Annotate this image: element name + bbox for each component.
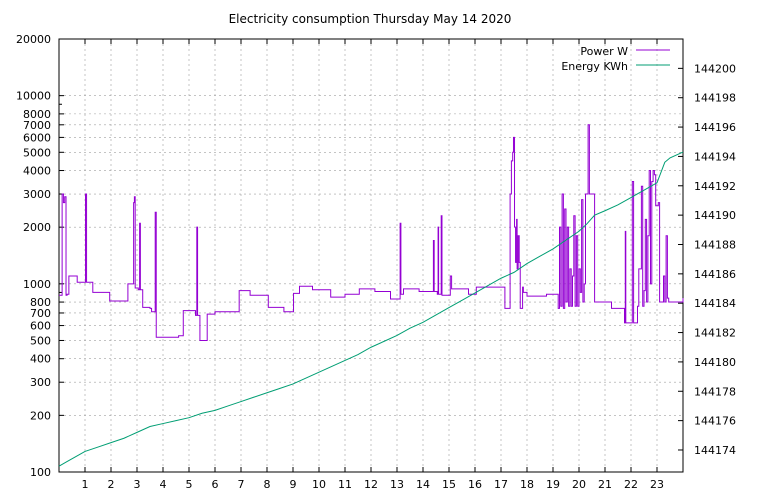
- legend-label-energy: Energy KWh: [561, 60, 628, 73]
- y-tick-label: 7000: [23, 119, 51, 132]
- x-tick-label: 2: [108, 478, 115, 491]
- y-tick-label: 800: [30, 296, 51, 309]
- series-line-energy: [58, 151, 684, 467]
- x-tick-label: 10: [312, 478, 326, 491]
- legend-label-power: Power W: [580, 45, 628, 58]
- legend: Power W Energy KWh: [561, 45, 670, 73]
- x-tick-label: 22: [624, 478, 638, 491]
- x-tick-label: 21: [598, 478, 612, 491]
- x-tick-label: 9: [290, 478, 297, 491]
- x-tick-label: 20: [572, 478, 586, 491]
- axes: 1 2 3 4 5 6 7 8 9 10 11 12 13 14 15 16 17 18 19 20 21 22 23100…: [16, 33, 736, 491]
- series-line-power: [59, 124, 684, 341]
- x-tick-label: 12: [364, 478, 378, 491]
- y-tick-label: 100: [30, 466, 51, 479]
- y2-tick-label: 144200: [694, 62, 736, 75]
- x-tick-label: 19: [546, 478, 560, 491]
- x-tick-label: 1: [82, 478, 89, 491]
- x-tick-label: 18: [520, 478, 534, 491]
- x-tick-label: 4: [160, 478, 167, 491]
- x-tick-label: 5: [186, 478, 193, 491]
- y-tick-label: 300: [30, 376, 51, 389]
- series-lines: [58, 124, 684, 467]
- y-tick-label: 2000: [23, 221, 51, 234]
- x-tick-label: 23: [650, 478, 664, 491]
- y-tick-label: 400: [30, 353, 51, 366]
- x-tick-label: 6: [212, 478, 219, 491]
- y2-tick-label: 144198: [694, 92, 736, 105]
- y2-tick-label: 144192: [694, 180, 736, 193]
- chart-title: Electricity consumption Thursday May 14 …: [229, 12, 512, 26]
- grid-lines: [59, 39, 683, 472]
- y2-tick-label: 144184: [694, 297, 736, 310]
- y-tick-label: 10000: [16, 90, 51, 103]
- y2-tick-label: 144174: [694, 444, 736, 457]
- y-tick-label: 6000: [23, 131, 51, 144]
- x-tick-label: 15: [442, 478, 456, 491]
- x-tick-label: 14: [416, 478, 430, 491]
- y2-tick-label: 144194: [694, 150, 736, 163]
- y-tick-label: 500: [30, 334, 51, 347]
- x-tick-label: 8: [264, 478, 271, 491]
- y-tick-label: 4000: [23, 165, 51, 178]
- plot-border: [58, 38, 684, 473]
- y-tick-label: 700: [30, 307, 51, 320]
- y2-tick-label: 144196: [694, 121, 736, 134]
- x-tick-label: 17: [494, 478, 508, 491]
- x-tick-label: 7: [238, 478, 245, 491]
- y2-tick-label: 144180: [694, 356, 736, 369]
- y-tick-label: 600: [30, 320, 51, 333]
- x-tick-label: 3: [134, 478, 141, 491]
- y2-tick-label: 144186: [694, 268, 736, 281]
- y-tick-label: 1000: [23, 278, 51, 291]
- y2-tick-label: 144190: [694, 209, 736, 222]
- x-tick-label: 13: [390, 478, 404, 491]
- y-tick-label: 20000: [16, 33, 51, 46]
- y-tick-label: 3000: [23, 188, 51, 201]
- y2-tick-label: 144182: [694, 327, 736, 340]
- y-tick-label: 5000: [23, 146, 51, 159]
- y2-tick-label: 144178: [694, 385, 736, 398]
- y2-tick-label: 144176: [694, 415, 736, 428]
- x-tick-label: 11: [338, 478, 352, 491]
- y2-tick-label: 144188: [694, 238, 736, 251]
- y-tick-label: 200: [30, 409, 51, 422]
- x-tick-label: 16: [468, 478, 482, 491]
- y-tick-label: 8000: [23, 108, 51, 121]
